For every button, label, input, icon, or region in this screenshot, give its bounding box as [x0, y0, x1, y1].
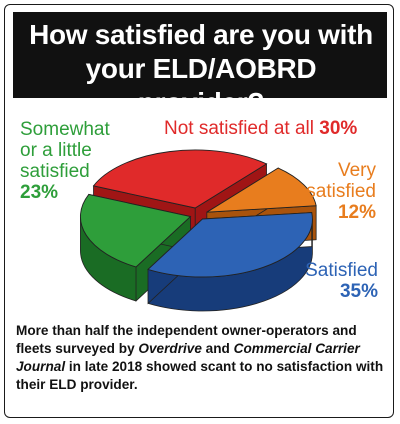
pie-slice-somewhat-or-a-little-satisfied: [79, 193, 192, 268]
caption-part-3: in late 2018 showed scant to no satisfac…: [16, 359, 384, 392]
title-line-1: How satisfied are you with: [29, 19, 373, 50]
title-line-2: your ELD/AOBRD provider?: [85, 53, 317, 118]
pie-slice-satisfied: [147, 212, 313, 278]
caption: More than half the independent owner-ope…: [16, 322, 384, 394]
caption-publication-1: Overdrive: [138, 341, 202, 356]
chart-title: How satisfied are you with your ELD/AOBR…: [23, 18, 379, 120]
label-very-text-1: Very: [337, 160, 376, 181]
pie-slice-very-satisfied: [206, 167, 317, 213]
label-satisfied-pct: 35%: [339, 281, 378, 302]
label-not-satisfied: Not satisfied at all 30%: [164, 118, 357, 139]
label-somewhat-text-2: or a little: [20, 140, 92, 161]
label-somewhat-text-1: Somewhat: [20, 119, 110, 140]
label-somewhat-text-3: satisfied: [20, 161, 90, 182]
caption-publication-2: Commercial Carrier Journal: [16, 341, 360, 374]
label-somewhat: Somewhat or a little satisfied 23%: [20, 119, 110, 203]
label-satisfied: Satisfied 35%: [300, 260, 378, 302]
label-very-text-2: satisfied: [306, 181, 376, 202]
label-not-satisfied-text: Not satisfied at all: [164, 118, 314, 139]
label-very-satisfied: Very satisfied 12%: [306, 160, 376, 223]
label-not-satisfied-pct: 30%: [319, 118, 358, 139]
caption-part-1: More than half the independent owner-ope…: [16, 323, 357, 356]
label-satisfied-text: Satisfied: [305, 260, 378, 281]
caption-part-2: and: [201, 341, 234, 356]
label-somewhat-pct: 23%: [20, 182, 59, 203]
title-bar: How satisfied are you with your ELD/AOBR…: [13, 12, 387, 118]
label-very-pct: 12%: [337, 202, 376, 223]
pie-slice-not-satisfied-at-all: [92, 149, 268, 209]
